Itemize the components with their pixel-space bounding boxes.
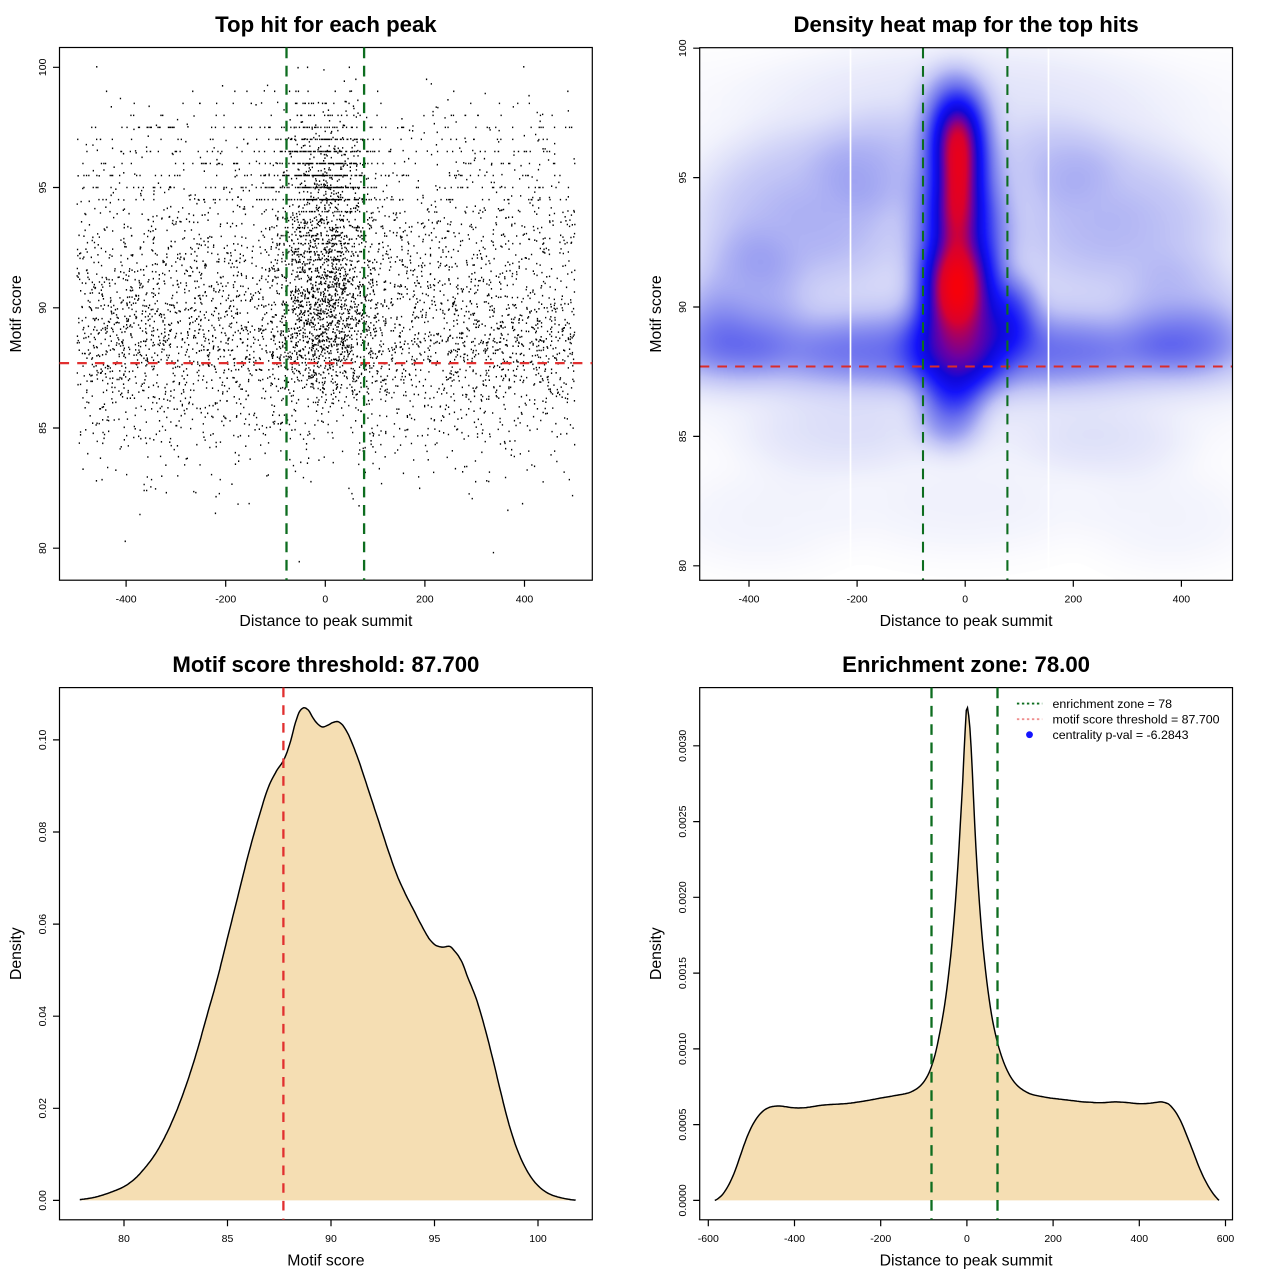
svg-text:400: 400 [1173, 594, 1191, 606]
svg-text:0.02: 0.02 [37, 1098, 49, 1119]
svg-text:0.10: 0.10 [37, 730, 49, 751]
svg-text:95: 95 [37, 182, 49, 194]
svg-text:80: 80 [37, 542, 49, 554]
svg-text:0: 0 [322, 594, 328, 606]
svg-text:Motif score: Motif score [8, 275, 25, 352]
svg-text:200: 200 [1065, 594, 1083, 606]
svg-text:-400: -400 [784, 1233, 805, 1245]
svg-text:Motif score threshold: 87.700: Motif score threshold: 87.700 [172, 652, 479, 677]
svg-text:200: 200 [416, 594, 434, 606]
svg-text:0: 0 [964, 1233, 970, 1245]
svg-text:400: 400 [1131, 1233, 1149, 1245]
svg-text:-200: -200 [847, 594, 868, 606]
svg-text:100: 100 [677, 39, 689, 57]
svg-text:Density heat map for the top h: Density heat map for the top hits [794, 12, 1139, 37]
svg-text:0.0000: 0.0000 [677, 1184, 689, 1216]
svg-text:centrality p-val = -6.2843: centrality p-val = -6.2843 [1053, 728, 1189, 742]
svg-text:enrichment zone = 78: enrichment zone = 78 [1053, 697, 1173, 711]
svg-text:0.04: 0.04 [37, 1006, 49, 1027]
svg-text:0.06: 0.06 [37, 914, 49, 935]
svg-text:Motif score: Motif score [287, 1253, 364, 1270]
svg-text:0.0010: 0.0010 [677, 1033, 689, 1065]
svg-text:85: 85 [677, 430, 689, 442]
svg-text:600: 600 [1217, 1233, 1235, 1245]
svg-text:85: 85 [222, 1233, 234, 1245]
svg-text:0.08: 0.08 [37, 822, 49, 843]
svg-text:100: 100 [37, 58, 49, 76]
svg-text:0.0015: 0.0015 [677, 957, 689, 989]
svg-text:0.0005: 0.0005 [677, 1108, 689, 1140]
svg-text:Motif score: Motif score [648, 275, 665, 352]
svg-text:0.0020: 0.0020 [677, 881, 689, 913]
svg-text:Distance to peak summit: Distance to peak summit [880, 1253, 1054, 1270]
svg-text:Top hit for each peak: Top hit for each peak [215, 12, 437, 37]
svg-text:motif score threshold = 87.700: motif score threshold = 87.700 [1053, 712, 1220, 726]
svg-text:85: 85 [37, 422, 49, 434]
svg-text:Distance to peak summit: Distance to peak summit [239, 613, 413, 630]
svg-text:-200: -200 [215, 594, 236, 606]
svg-text:-200: -200 [870, 1233, 891, 1245]
svg-text:0.0025: 0.0025 [677, 805, 689, 837]
svg-text:Density: Density [8, 927, 25, 980]
svg-text:Density: Density [648, 927, 665, 980]
svg-text:-600: -600 [698, 1233, 719, 1245]
svg-text:90: 90 [325, 1233, 337, 1245]
svg-text:80: 80 [118, 1233, 130, 1245]
svg-text:95: 95 [429, 1233, 441, 1245]
svg-text:95: 95 [677, 172, 689, 184]
svg-text:0.00: 0.00 [37, 1190, 49, 1211]
svg-text:200: 200 [1044, 1233, 1062, 1245]
svg-text:-400: -400 [738, 594, 759, 606]
svg-text:Distance to peak summit: Distance to peak summit [880, 613, 1054, 630]
svg-text:-400: -400 [116, 594, 137, 606]
svg-text:0.0030: 0.0030 [677, 730, 689, 762]
svg-text:90: 90 [37, 302, 49, 314]
svg-text:100: 100 [529, 1233, 547, 1245]
svg-text:0: 0 [962, 594, 968, 606]
svg-text:400: 400 [516, 594, 534, 606]
svg-text:Enrichment zone: 78.00: Enrichment zone: 78.00 [842, 652, 1090, 677]
svg-text:90: 90 [677, 301, 689, 313]
svg-text:80: 80 [677, 560, 689, 572]
